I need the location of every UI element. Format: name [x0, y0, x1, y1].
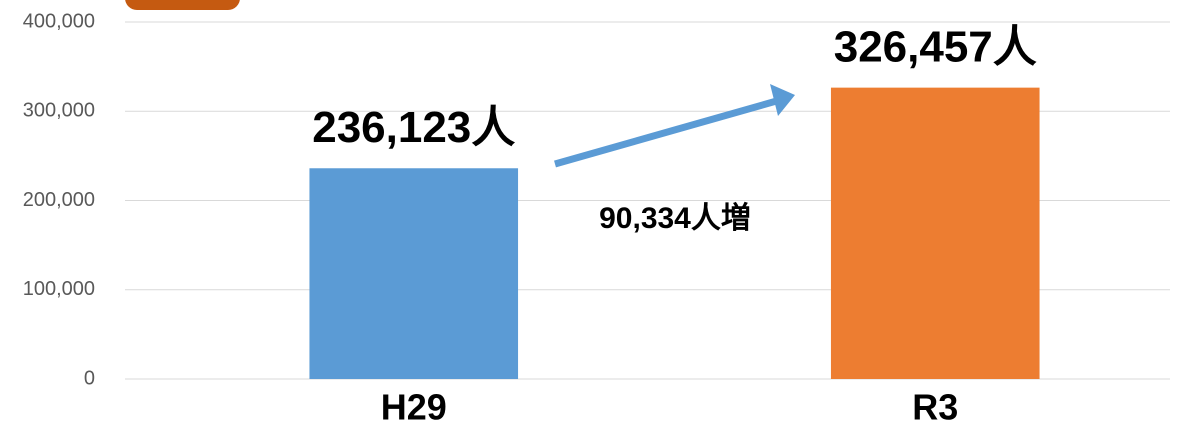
y-tick-label: 400,000 [23, 10, 95, 32]
y-tick-label: 300,000 [23, 100, 95, 122]
arrow [554, 96, 781, 168]
arrow-head [770, 84, 795, 116]
y-tick-label: 100,000 [23, 278, 95, 300]
x-tick-label: H29 [381, 387, 447, 428]
y-tick-label: 0 [84, 367, 95, 389]
annotation: 90,334人増 [599, 202, 751, 235]
x-tick-label: R3 [912, 387, 958, 428]
data-label: 326,457人 [834, 22, 1037, 71]
bar [309, 168, 519, 379]
corner-tab [125, 0, 240, 10]
bar [830, 87, 1040, 379]
data-label: 236,123人 [312, 103, 515, 152]
y-tick-label: 200,000 [23, 189, 95, 211]
